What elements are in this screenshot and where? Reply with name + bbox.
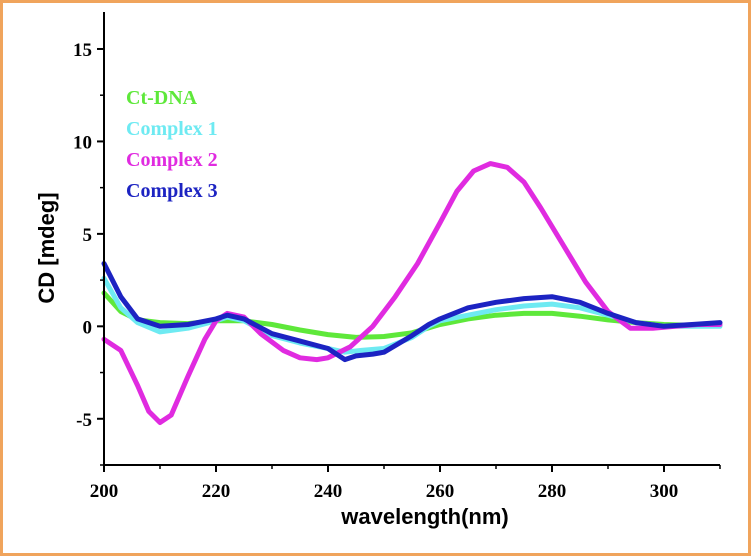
axes-layer <box>103 12 720 466</box>
tick-layer: 200 220 240 260 280 300 15 10 5 0 -5 <box>73 40 721 502</box>
x-tick-label: 240 <box>314 481 343 502</box>
x-tick-label: 300 <box>650 481 679 502</box>
y-tick-label: -5 <box>76 410 92 431</box>
series-layer <box>101 161 723 425</box>
y-tick-label: 5 <box>83 225 93 246</box>
legend: Ct-DNA Complex 1 Complex 2 Complex 3 <box>126 87 218 202</box>
x-axis-title: wavelength(nm) <box>340 504 508 529</box>
x-tick-label: 280 <box>538 481 567 502</box>
y-tick-label: 10 <box>73 132 92 153</box>
series-complex-2-line <box>101 161 723 425</box>
series-complex-1-line <box>101 275 723 355</box>
legend-entry-complex-3: Complex 3 <box>126 180 218 202</box>
legend-entry-complex-1: Complex 1 <box>126 118 218 140</box>
legend-entry-ct-dna: Ct-DNA <box>126 87 198 109</box>
legend-entry-complex-2: Complex 2 <box>126 149 218 171</box>
x-tick-label: 260 <box>426 481 455 502</box>
x-tick-label: 220 <box>202 481 231 502</box>
y-tick-label: 15 <box>73 40 92 61</box>
y-axis-title: CD [mdeg] <box>34 192 59 303</box>
series-ct-dna-line <box>101 290 723 340</box>
y-tick-label: 0 <box>83 317 93 338</box>
x-tick-label: 200 <box>90 481 119 502</box>
series-complex-3-line <box>101 261 723 363</box>
